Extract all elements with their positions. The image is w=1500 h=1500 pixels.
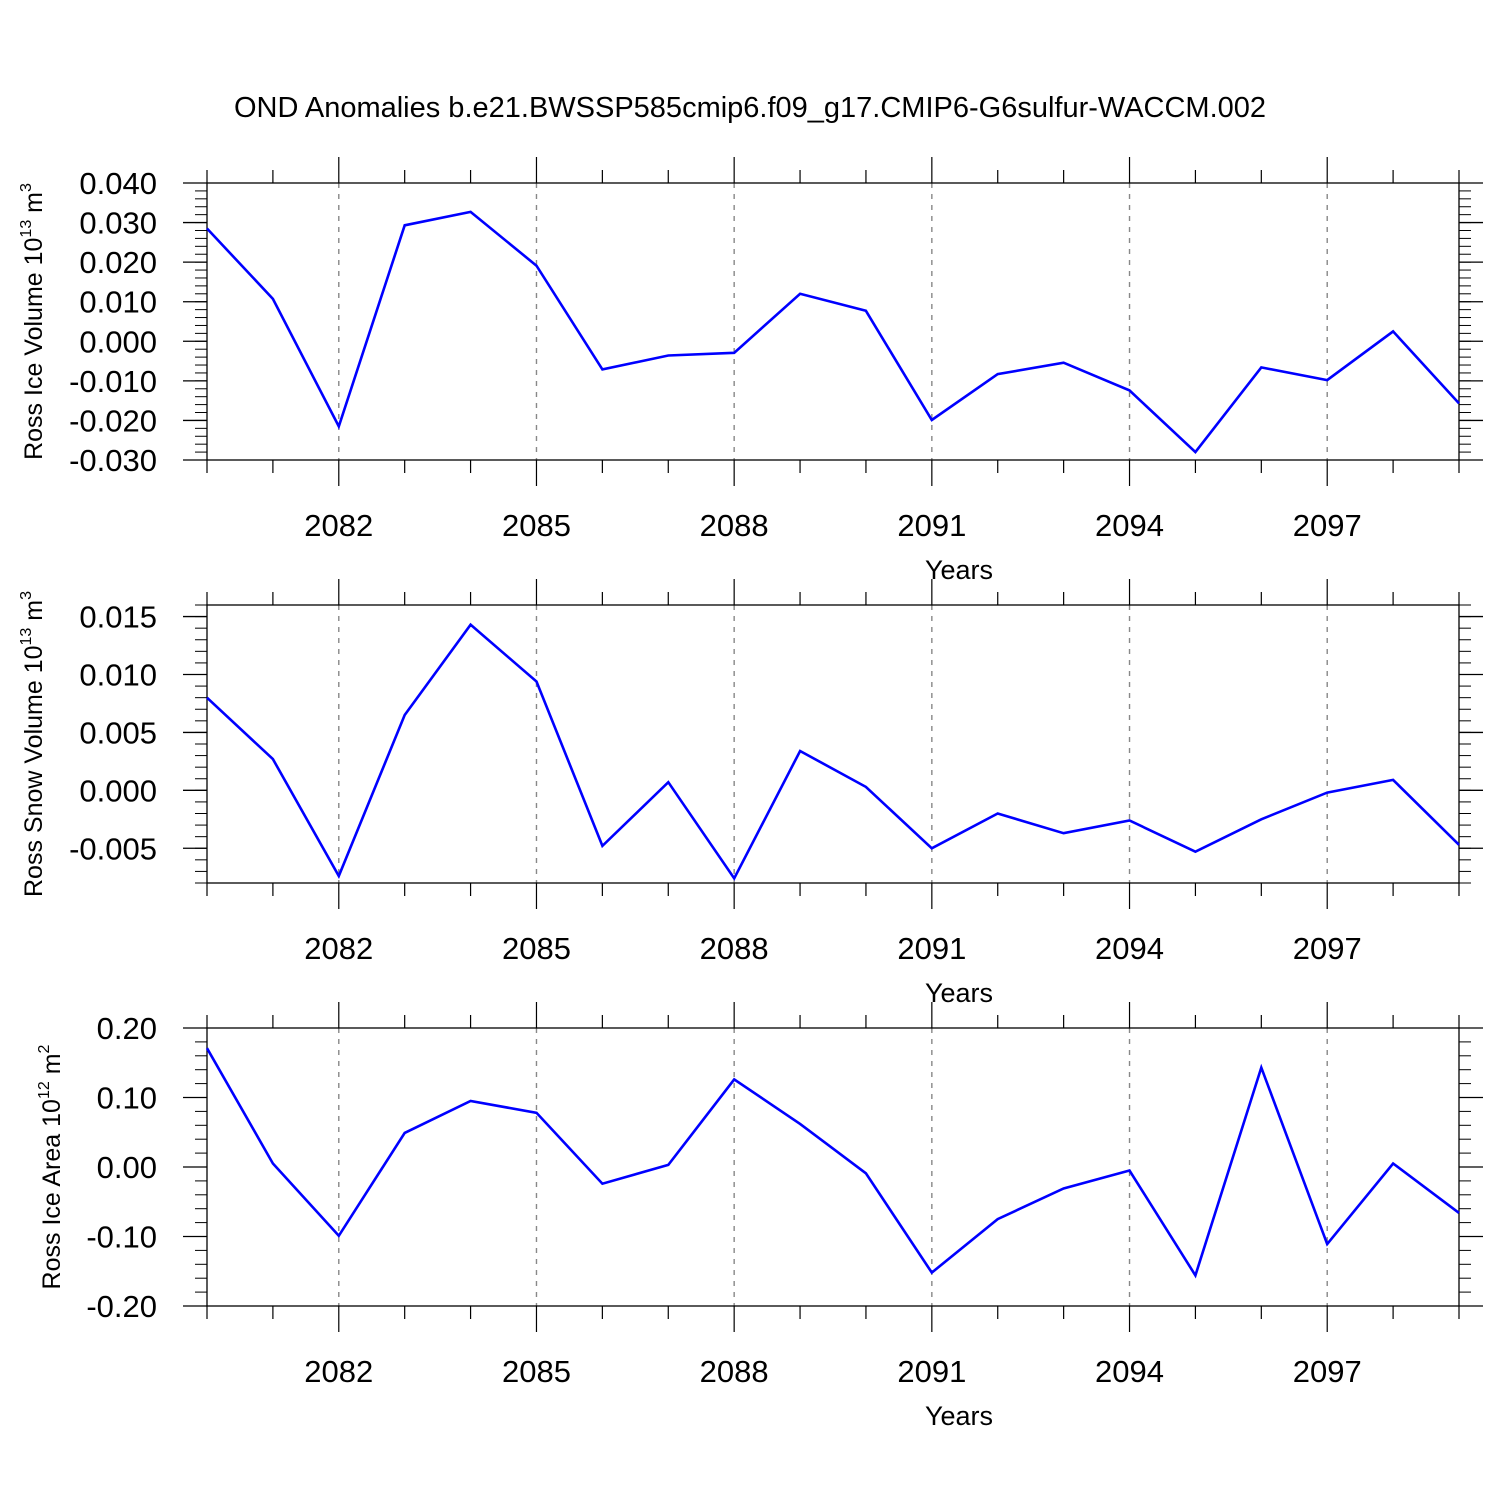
figure-title: OND Anomalies b.e21.BWSSP585cmip6.f09_g1… bbox=[233, 92, 1267, 124]
y-tick-label: 0.040 bbox=[79, 166, 157, 201]
y-tick-label: -0.20 bbox=[86, 1289, 157, 1324]
series-line bbox=[206, 210, 1460, 455]
plot-frame bbox=[206, 182, 1460, 461]
x-tick-label: 2091 bbox=[897, 931, 966, 966]
panel-2: -0.005 0.000 0.005 0.010 0.015 2082 2085 2088 20… bbox=[18, 579, 1483, 1008]
x-tick-label: 2085 bbox=[502, 508, 571, 543]
x-tick-label: 2091 bbox=[897, 508, 966, 543]
y-axis-label: Ross Ice Volume 1013 m3 bbox=[18, 183, 48, 460]
y-tick-label: -0.10 bbox=[86, 1220, 157, 1255]
y-tick-label: 0.020 bbox=[79, 245, 157, 280]
panel-1: -0.030 -0.020 -0.010 0.000 0.010 0.020 0.030 0.… bbox=[18, 157, 1483, 585]
y-tick-label: 0.20 bbox=[97, 1011, 157, 1046]
x-tick-label: 2082 bbox=[304, 931, 373, 966]
x-tick-label: 2085 bbox=[502, 1354, 571, 1389]
x-tick-label: 2088 bbox=[700, 931, 769, 966]
x-tick-label: 2097 bbox=[1293, 931, 1362, 966]
y-tick-label: 0.00 bbox=[97, 1150, 157, 1185]
y-tick-label: 0.015 bbox=[79, 600, 157, 635]
plot-frame bbox=[206, 1027, 1460, 1307]
x-tick-label: 2097 bbox=[1293, 1354, 1362, 1389]
x-axis-label: Years bbox=[925, 555, 993, 585]
y-tick-label: 0.010 bbox=[79, 285, 157, 320]
x-tick-label: 2097 bbox=[1293, 508, 1362, 543]
x-axis-label: Years bbox=[925, 1401, 993, 1431]
y-tick-label: -0.010 bbox=[69, 364, 157, 399]
x-tick-label: 2088 bbox=[700, 508, 769, 543]
x-tick-label: 2094 bbox=[1095, 931, 1164, 966]
y-tick-label: -0.020 bbox=[69, 403, 157, 438]
y-tick-label: -0.005 bbox=[69, 831, 157, 866]
series-line bbox=[206, 622, 1460, 881]
y-tick-label: 0.10 bbox=[97, 1081, 157, 1116]
x-tick-label: 2088 bbox=[700, 1354, 769, 1389]
y-tick-label: 0.000 bbox=[79, 773, 157, 808]
x-tick-label: 2091 bbox=[897, 1354, 966, 1389]
x-tick-label: 2094 bbox=[1095, 1354, 1164, 1389]
series-line bbox=[205, 1047, 1460, 1279]
y-tick-label: 0.005 bbox=[79, 715, 157, 750]
y-axis-label: Ross Snow Volume 1013 m3 bbox=[18, 591, 48, 897]
panel-3: -0.20 -0.10 0.00 0.10 0.20 2082 2085 2088 2091 20… bbox=[36, 1002, 1483, 1431]
x-tick-label: 2082 bbox=[304, 508, 373, 543]
x-axis-label: Years bbox=[925, 978, 993, 1008]
y-tick-label: 0.000 bbox=[79, 324, 157, 359]
x-tick-label: 2085 bbox=[502, 931, 571, 966]
y-tick-label: 0.030 bbox=[79, 206, 157, 241]
plot-frame bbox=[206, 604, 1460, 884]
y-tick-label: -0.030 bbox=[69, 443, 157, 478]
y-axis-label: Ross Ice Area 1012 m2 bbox=[36, 1044, 66, 1289]
y-tick-label: 0.010 bbox=[79, 658, 157, 693]
x-tick-label: 2082 bbox=[304, 1354, 373, 1389]
x-tick-label: 2094 bbox=[1095, 508, 1164, 543]
